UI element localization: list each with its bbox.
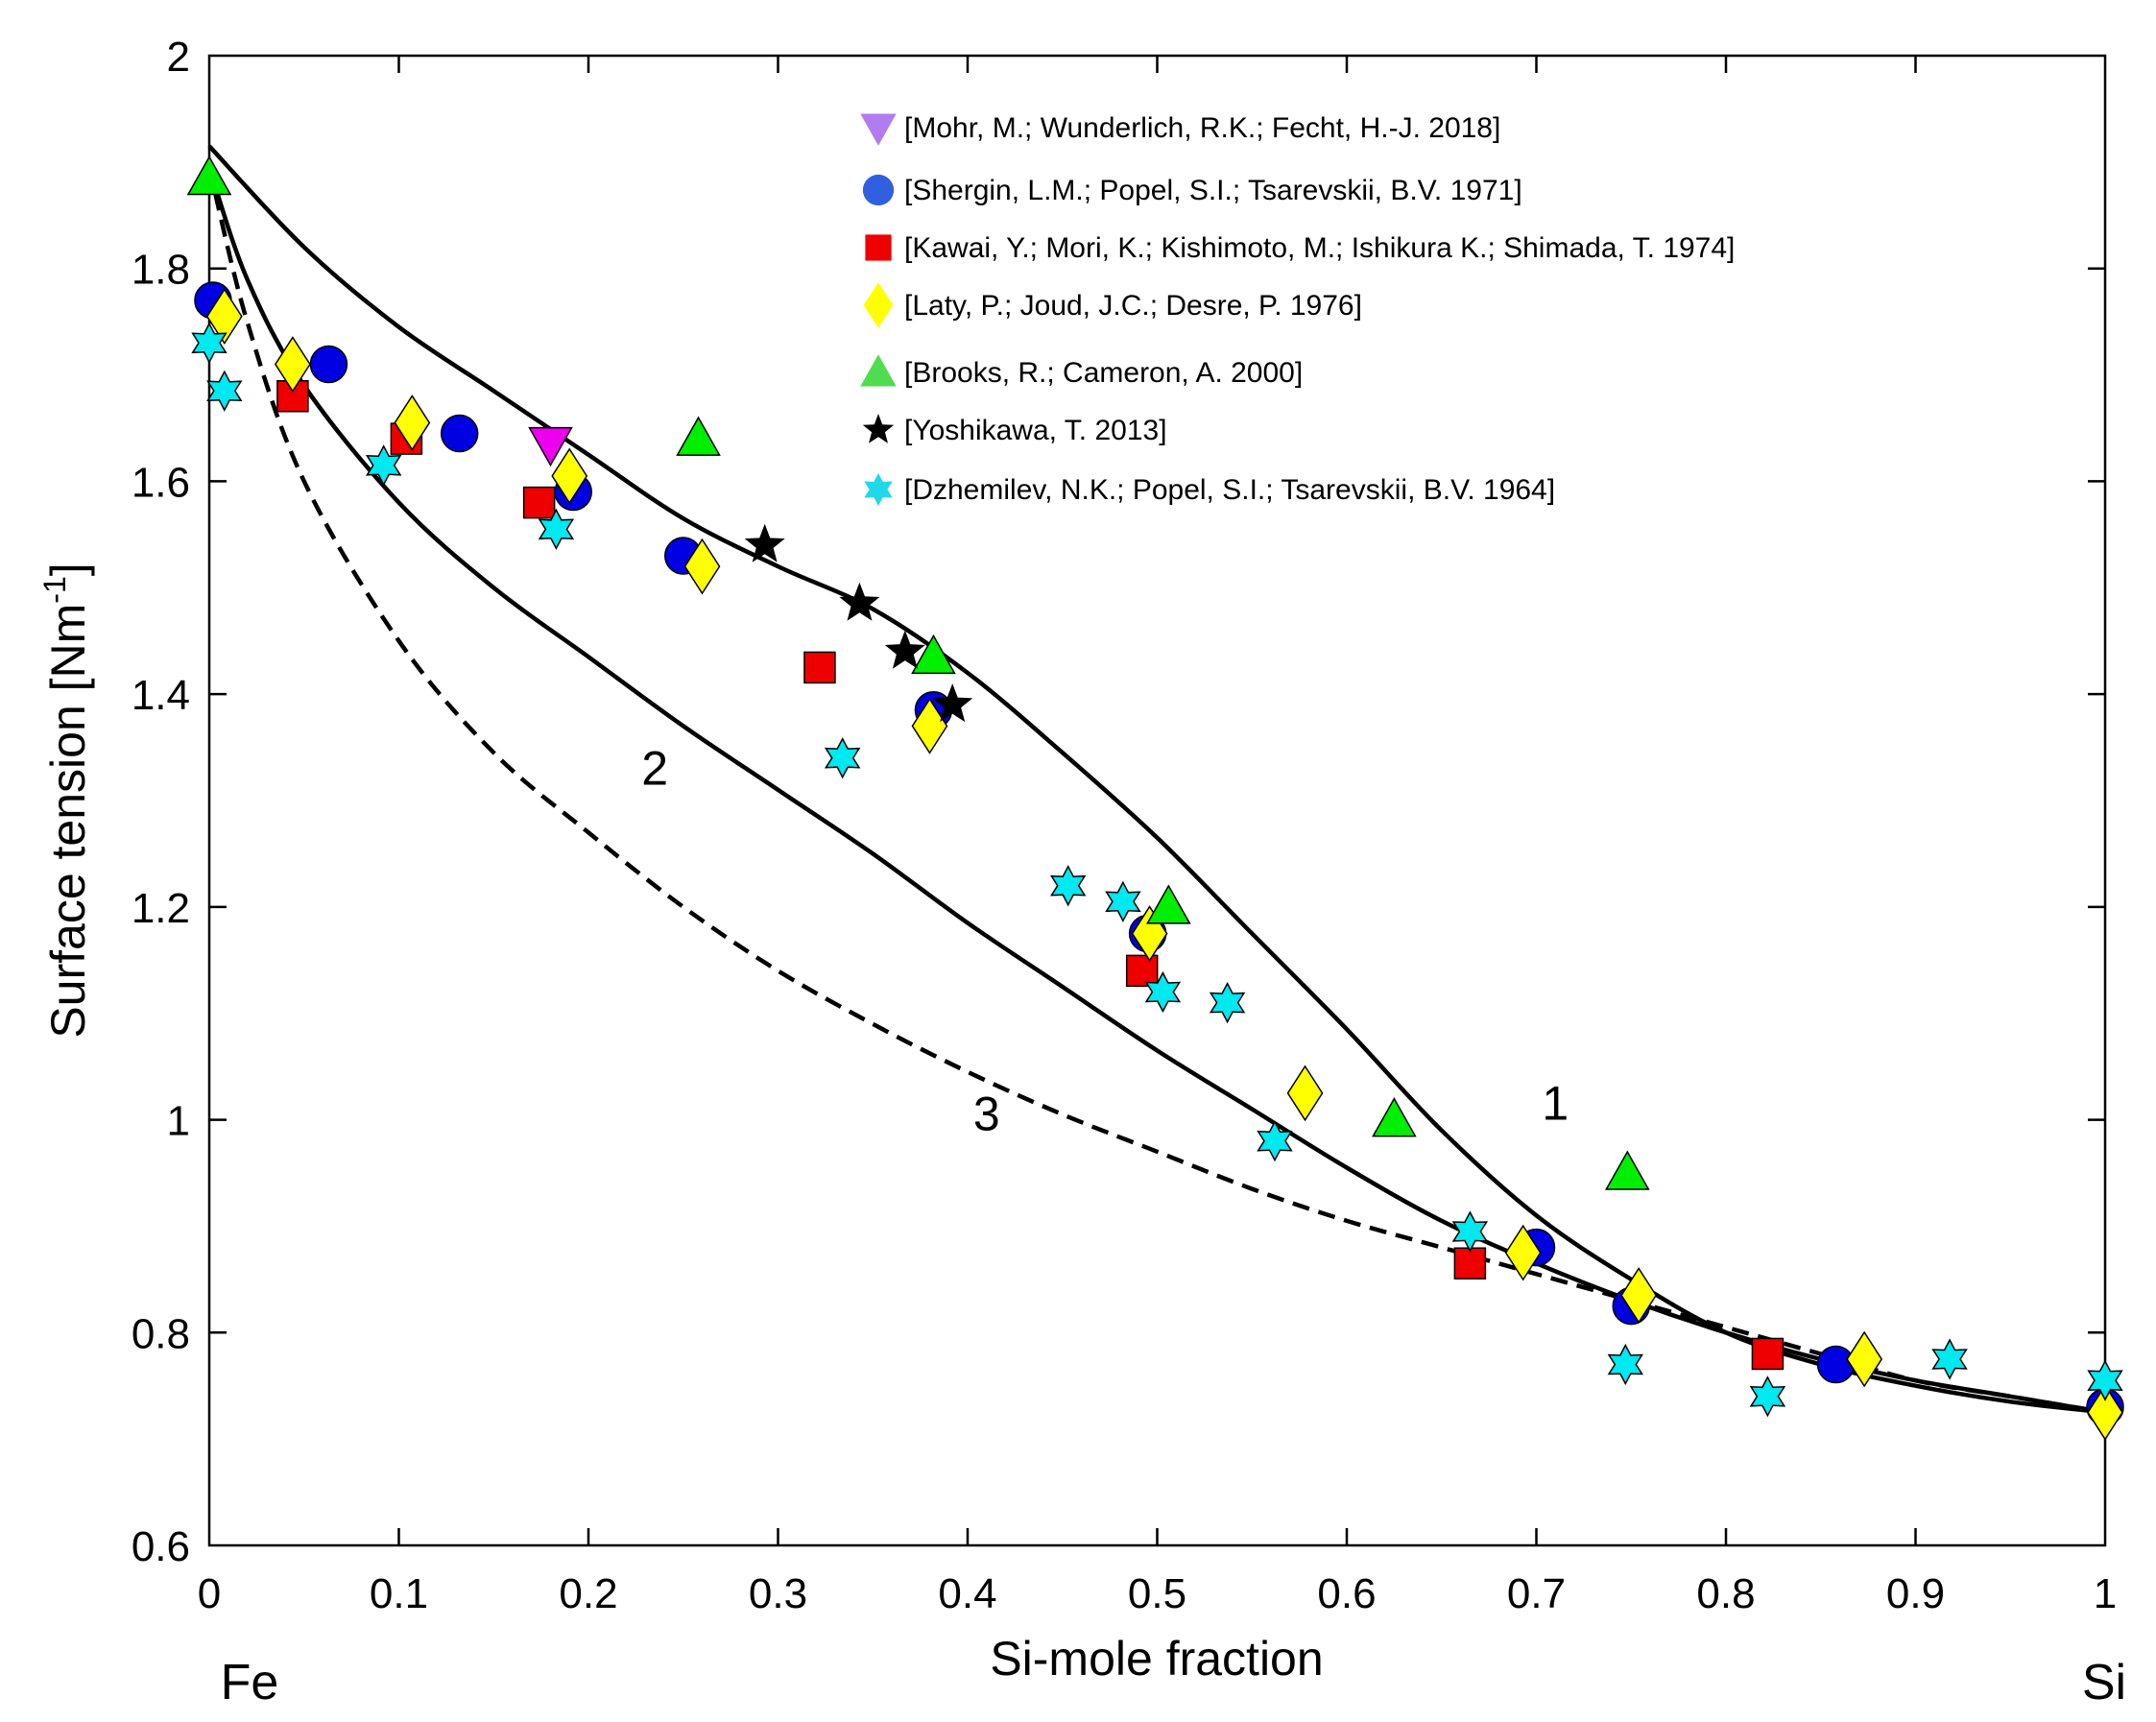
data-markers: [186, 155, 2124, 1441]
legend-label-4: [Brooks, R.; Cameron, A. 2000]: [904, 357, 1303, 389]
legend-label-0: [Mohr, M.; Wunderlich, R.K.; Fecht, H.-J…: [904, 112, 1500, 144]
marker-series-4: [1372, 1097, 1417, 1137]
y-tick-label: 0.8: [132, 1310, 190, 1357]
marker-series-3: [551, 447, 588, 505]
curve-3: [206, 166, 2106, 1415]
marker-series-1: [1816, 1345, 1856, 1384]
marker-series-6: [2087, 1359, 2123, 1401]
marker-series-4: [1146, 884, 1191, 924]
marker-series-3: [205, 288, 243, 345]
legend-label-3: [Laty, P.; Joud, J.C.; Desre, P. 1976]: [904, 290, 1362, 322]
x-tick-label: 0.2: [559, 1570, 617, 1617]
legend: [Mohr, M.; Wunderlich, R.K.; Fecht, H.-J…: [860, 112, 1735, 506]
marker-series-6: [1607, 1343, 1643, 1386]
y-axis-title-close: ]: [41, 562, 95, 576]
legend-marker-3: [863, 282, 894, 328]
y-tick-label: 1: [167, 1098, 190, 1145]
x-tick-label: 1: [2094, 1570, 2117, 1617]
marker-series-5: [744, 523, 785, 562]
tick-labels: 0 0.1 0.2 0.3 0.4 0.5 0.6 0.7 0.8 0.9 1 0.6 0.8 1 1.2 1…: [132, 34, 2117, 1617]
marker-series-5: [884, 630, 925, 669]
marker-series-4: [1605, 1150, 1650, 1190]
marker-series-3: [1620, 1267, 1658, 1324]
marker-series-6: [1749, 1375, 1786, 1418]
curve-2: [206, 166, 2106, 1415]
marker-series-3: [911, 698, 948, 754]
marker-series-6: [1931, 1338, 1968, 1380]
marker-series-2: [522, 486, 556, 519]
y-tick-label: 1.4: [132, 672, 190, 719]
legend-marker-1: [862, 174, 895, 206]
marker-series-3: [1846, 1330, 1883, 1388]
marker-series-3: [683, 538, 721, 595]
marker-series-6: [1451, 1210, 1489, 1253]
marker-series-6: [366, 444, 402, 487]
x-tick-label: 0.5: [1128, 1570, 1186, 1617]
marker-series-6: [1144, 970, 1182, 1014]
marker-series-6: [538, 508, 575, 550]
plot-frame: [207, 54, 2107, 1547]
marker-series-4: [186, 155, 232, 196]
marker-series-6: [191, 322, 228, 364]
marker-series-0: [528, 426, 573, 467]
legend-marker-4: [860, 354, 897, 387]
marker-series-4: [676, 416, 721, 456]
marker-series-3: [1504, 1224, 1542, 1281]
marker-series-2: [1453, 1247, 1487, 1280]
x-axis-title: Si-mole fraction: [990, 1632, 1323, 1686]
x-tick-label: 0.4: [938, 1570, 996, 1617]
y-tick-label: 2: [167, 34, 190, 81]
curve-label-3: 3: [973, 1088, 1000, 1141]
marker-series-6: [206, 370, 243, 412]
marker-series-2: [803, 651, 836, 684]
model-curves: 1 2 3: [206, 144, 2106, 1415]
legend-label-6: [Dzhemilev, N.K.; Popel, S.I.; Tsarevski…: [904, 474, 1555, 506]
x-tick-label: 0.6: [1317, 1570, 1376, 1617]
axis-ticks: [209, 56, 2105, 1545]
y-axis-title-superscript: -1: [37, 576, 72, 603]
marker-series-2: [1751, 1337, 1785, 1371]
curve-label-2: 2: [641, 741, 668, 795]
marker-series-5: [839, 582, 880, 621]
marker-series-6: [1257, 1120, 1293, 1162]
y-axis-title: Surface tension [Nm-1]: [37, 562, 95, 1038]
marker-series-4: [911, 634, 956, 675]
marker-series-6: [1105, 880, 1141, 922]
marker-series-5: [932, 683, 973, 723]
legend-marker-2: [865, 234, 892, 261]
legend-marker-6: [864, 473, 893, 506]
x-tick-label: 0.1: [370, 1570, 428, 1617]
legend-label-5: [Yoshikawa, T. 2013]: [904, 415, 1167, 446]
legend-label-2: [Kawai, Y.; Mori, K.; Kishimoto, M.; Ish…: [904, 232, 1735, 264]
x-tick-label: 0.8: [1696, 1570, 1755, 1617]
marker-series-3: [394, 395, 431, 451]
marker-series-3: [2087, 1384, 2123, 1441]
x-tick-label: 0: [198, 1570, 221, 1617]
curve-1: [207, 144, 2106, 1415]
y-tick-label: 1.2: [132, 885, 190, 932]
marker-series-6: [1050, 865, 1087, 907]
legend-marker-0: [860, 113, 897, 146]
y-tick-label: 1.6: [132, 459, 190, 506]
y-axis-title-main: Surface tension [Nm: [41, 604, 95, 1039]
y-tick-label: 1.8: [132, 247, 190, 294]
marker-series-3: [275, 336, 311, 393]
x-tick-label: 0.3: [749, 1570, 807, 1617]
legend-marker-5: [862, 414, 895, 443]
marker-series-6: [1209, 981, 1246, 1024]
marker-series-1: [440, 414, 479, 453]
x-end-label-right: Si: [2082, 1655, 2126, 1710]
marker-series-3: [1286, 1064, 1324, 1122]
y-tick-label: 0.6: [132, 1523, 190, 1570]
marker-series-1: [309, 345, 348, 384]
curve-label-1: 1: [1542, 1077, 1569, 1131]
legend-label-1: [Shergin, L.M.; Popel, S.I.; Tsarevskii,…: [904, 175, 1522, 206]
marker-series-2: [1125, 954, 1159, 988]
x-end-label-left: Fe: [221, 1655, 279, 1710]
x-tick-label: 0.9: [1886, 1570, 1945, 1617]
marker-series-6: [824, 737, 861, 779]
x-tick-label: 0.7: [1507, 1570, 1566, 1617]
